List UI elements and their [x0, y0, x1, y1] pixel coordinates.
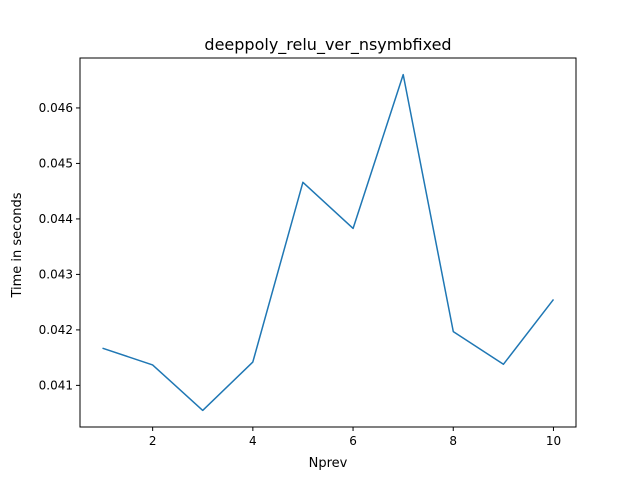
x-tick-label: 4 — [249, 434, 257, 448]
y-tick-label: 0.043 — [39, 267, 73, 281]
y-tick-label: 0.045 — [39, 156, 73, 170]
y-tick-label: 0.042 — [39, 323, 73, 337]
y-axis-label: Time in seconds — [10, 192, 25, 298]
x-axis-label: Nprev — [309, 456, 348, 471]
x-tick-label: 10 — [546, 434, 561, 448]
y-axis-ticks: 0.041 0.042 0.043 0.044 0.045 0.046 — [39, 101, 80, 392]
y-tick-label: 0.044 — [39, 212, 73, 226]
y-tick-label: 0.041 — [39, 378, 73, 392]
x-tick-label: 2 — [149, 434, 157, 448]
plot-area — [79, 57, 577, 428]
x-tick-label: 8 — [449, 434, 457, 448]
y-tick-label: 0.046 — [39, 101, 73, 115]
chart-title: deeppoly_relu_ver_nsymbfixed — [204, 35, 451, 55]
x-tick-label: 6 — [349, 434, 357, 448]
x-axis-ticks: 2 4 6 8 10 — [149, 427, 561, 448]
series-line — [102, 73, 555, 412]
axes-frame — [79, 57, 577, 428]
